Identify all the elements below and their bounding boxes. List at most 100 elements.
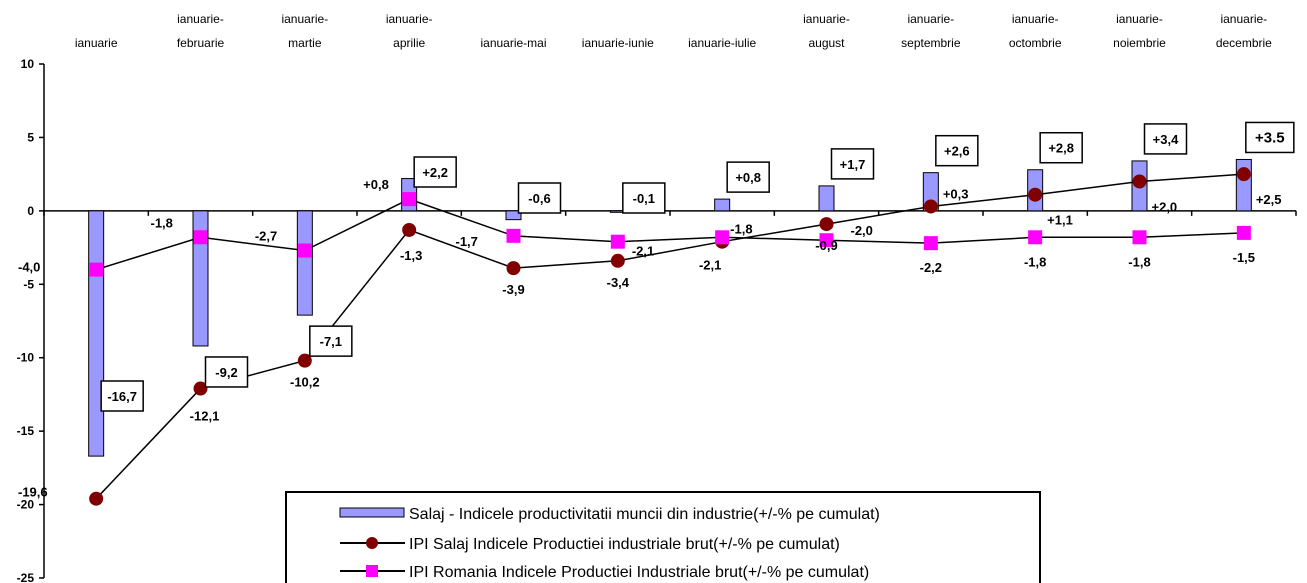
point-salaj [1236, 167, 1251, 182]
y-axis: 10 5 0 -5 -10 -15 -20 -25 [17, 57, 45, 583]
y-tick-label: -20 [17, 498, 35, 512]
bar [296, 210, 313, 316]
bar-value-box [1039, 131, 1083, 164]
bar-value-label: +2,6 [944, 144, 970, 159]
bar [88, 210, 105, 457]
salaj-value-label: +0,3 [943, 186, 969, 201]
bar-value-box [622, 182, 666, 214]
salaj-value-label: -3,4 [607, 275, 630, 290]
legend-label-salaj: IPI Salaj Indicele Productiei industrial… [409, 536, 840, 553]
y-tick-label: 10 [21, 57, 35, 71]
line-salaj [95, 173, 1244, 500]
salaj-value-label: +2,0 [1152, 199, 1178, 214]
bar-value-label: +1,7 [840, 157, 866, 172]
romania-value-label: -2,7 [255, 229, 277, 244]
category-labels: ianuarie ianuarie-februarie ianuarie-marti… [75, 12, 1272, 50]
bar-value-label: -0,6 [528, 191, 550, 206]
point-salaj [1132, 174, 1147, 189]
bar [505, 210, 522, 221]
x-tick-label: ianuarie-decembrie [1216, 12, 1272, 50]
bar-value-box [935, 134, 979, 167]
salaj-value-label: -10,2 [290, 375, 320, 390]
legend-marker-romania [366, 565, 378, 577]
data-labels: -16,7 -9,2 -7,1 +2,2 -0,6 -0,1 +0,8 +1,7 +2,6 +2,… [18, 121, 1295, 500]
x-tick-label: ianuarie-august [803, 12, 850, 50]
x-tick-label: ianuarie-octombrie [1009, 12, 1062, 50]
romania-value-label: +0,8 [363, 177, 389, 192]
x-axis [43, 210, 1297, 216]
y-tick-label: -25 [17, 571, 35, 583]
point-salaj [819, 217, 834, 232]
bar [818, 185, 835, 212]
bar-value-box [204, 356, 249, 388]
y-tick-label: -5 [23, 277, 34, 291]
bar-value-label: -7,1 [320, 334, 342, 349]
x-tick-label: ianuarie-aprilie [386, 12, 433, 50]
legend: Salaj - Indicele productivitatii muncii … [285, 491, 1041, 583]
romania-value-label: -1,8 [1024, 254, 1046, 269]
point-salaj [923, 199, 938, 214]
salaj-value-label: -3,9 [502, 282, 524, 297]
legend-marker-salaj [366, 537, 378, 549]
bar-value-label: -16,7 [107, 389, 137, 404]
romania-value-label: -1,7 [456, 234, 478, 249]
bar-value-label: +2,8 [1048, 141, 1074, 156]
romania-value-label: -2,2 [920, 260, 942, 275]
legend-box [285, 491, 1041, 583]
bar [192, 210, 209, 347]
point-salaj [402, 222, 417, 237]
legend-label-romania: IPI Romania Indicele Productiei Industri… [409, 564, 869, 581]
point-romania [1132, 230, 1147, 245]
x-tick-label: ianuarie-septembrie [901, 12, 961, 50]
x-tick-label: ianuarie [75, 36, 118, 50]
point-romania [402, 192, 417, 207]
salaj-value-label: -1,3 [400, 248, 422, 263]
romania-value-label: -1,8 [730, 221, 752, 236]
bar-series [88, 158, 1252, 457]
point-romania [297, 243, 312, 258]
x-tick-label: ianuarie-martie [281, 12, 328, 50]
point-salaj [193, 381, 208, 396]
bar-value-box [100, 380, 144, 412]
bar-value-label: +3.5 [1255, 129, 1285, 146]
point-romania [1028, 230, 1043, 245]
bar-value-label: +2,2 [422, 165, 448, 180]
x-tick-label: ianuarie-iulie [688, 36, 756, 50]
bar [714, 198, 731, 212]
bar-value-box [726, 161, 770, 193]
bar-value-box [1245, 121, 1295, 154]
salaj-value-label: -19,6 [18, 485, 48, 500]
line-series [89, 167, 1251, 506]
bar-value-label: -9,2 [215, 365, 237, 380]
y-tick-label: 5 [27, 130, 34, 144]
salaj-value-label: +2,5 [1256, 192, 1282, 207]
bar-value-label: +3,4 [1153, 132, 1179, 147]
salaj-value-label: -12,1 [190, 409, 220, 424]
point-salaj [89, 491, 104, 506]
bar-value-box [1143, 123, 1188, 155]
legend-label-bar: Salaj - Indicele productivitatii muncii … [409, 506, 880, 523]
x-tick-label: ianuarie-mai [480, 36, 546, 50]
point-romania [610, 234, 625, 249]
y-tick-label: -10 [17, 351, 35, 365]
point-salaj [610, 253, 625, 268]
point-romania [1236, 225, 1251, 240]
point-romania [89, 262, 104, 277]
romania-value-label: -2,1 [632, 244, 654, 259]
romania-value-label: -4,0 [18, 260, 40, 275]
bar-value-label: -0,1 [633, 191, 655, 206]
y-tick-label: -15 [17, 424, 35, 438]
point-romania [715, 230, 730, 245]
romania-value-label: -1,8 [1128, 254, 1150, 269]
point-salaj [506, 261, 521, 276]
salaj-value-label: +1,1 [1047, 213, 1073, 228]
y-tick-label: 0 [27, 204, 34, 218]
bar-value-box [517, 182, 562, 214]
x-tick-label: ianuarie-iunie [582, 36, 654, 50]
point-salaj [1028, 187, 1043, 202]
line-romania [95, 198, 1244, 271]
salaj-value-label: -0,9 [815, 238, 837, 253]
romania-value-label: -1,8 [151, 215, 173, 230]
x-tick-label: ianuarie-februarie [177, 12, 225, 50]
